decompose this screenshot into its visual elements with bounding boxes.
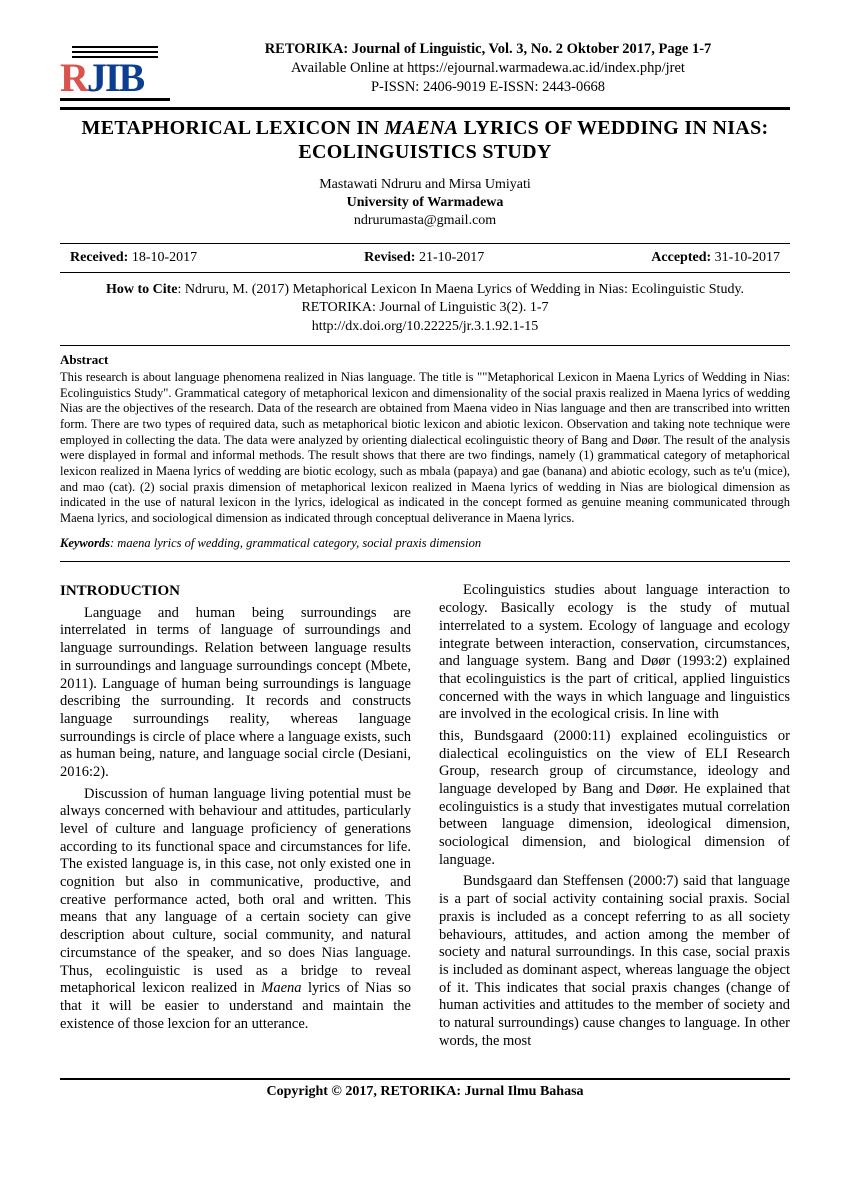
divider: [60, 243, 790, 244]
intro-heading: INTRODUCTION: [60, 582, 411, 600]
dates-row: Received: 18-10-2017 Revised: 21-10-2017…: [70, 250, 780, 266]
logo-r: R: [60, 55, 87, 100]
doi-link: http://dx.doi.org/10.22225/jr.3.1.92.1-1…: [80, 318, 770, 337]
paragraph: Discussion of human language living pote…: [60, 786, 411, 1034]
right-column: Ecolinguistics studies about language in…: [439, 582, 790, 1054]
author-affiliation: University of Warmadewa: [60, 194, 790, 212]
body-columns: INTRODUCTION Language and human being su…: [60, 582, 790, 1054]
revised: Revised: 21-10-2017: [364, 250, 484, 266]
footer-text: Copyright © 2017, RETORIKA: Jurnal Ilmu …: [60, 1084, 790, 1100]
left-column: INTRODUCTION Language and human being su…: [60, 582, 411, 1054]
keywords-label: Keywords: [60, 536, 110, 550]
author-email: ndrurumasta@gmail.com: [60, 212, 790, 230]
header-info: RETORIKA: Journal of Linguistic, Vol. 3,…: [186, 40, 790, 97]
article-title: METAPHORICAL LEXICON IN MAENA LYRICS OF …: [60, 116, 790, 164]
abstract-block: Abstract This research is about language…: [60, 345, 790, 562]
abstract-text: This research is about language phenomen…: [60, 370, 790, 526]
header-rule: [60, 107, 790, 110]
paragraph: this, Bundsgaard (2000:11) explained eco…: [439, 728, 790, 870]
logo-text: RJIB: [60, 60, 170, 96]
divider: [60, 272, 790, 273]
journal-line-3: P-ISSN: 2406-9019 E-ISSN: 2443-0668: [186, 78, 790, 97]
footer-rule: [60, 1078, 790, 1080]
page-header: RJIB RETORIKA: Journal of Linguistic, Vo…: [60, 40, 790, 101]
author-names: Mastawati Ndruru and Mirsa Umiyati: [60, 176, 790, 194]
logo-top-decor: [72, 46, 158, 58]
abstract-heading: Abstract: [60, 352, 790, 368]
journal-logo: RJIB: [60, 40, 170, 101]
paragraph: Ecolinguistics studies about language in…: [439, 582, 790, 724]
how-to-cite: How to Cite: Ndruru, M. (2017) Metaphori…: [80, 281, 770, 338]
accepted: Accepted: 31-10-2017: [651, 250, 780, 266]
paragraph: Language and human being surroundings ar…: [60, 605, 411, 782]
journal-line-2: Available Online at https://ejournal.war…: [186, 59, 790, 78]
received: Received: 18-10-2017: [70, 250, 197, 266]
keywords: Keywords: maena lyrics of wedding, gramm…: [60, 536, 790, 551]
paragraph: Bundsgaard dan Steffensen (2000:7) said …: [439, 873, 790, 1050]
keywords-text: : maena lyrics of wedding, grammatical c…: [110, 536, 481, 550]
authors-block: Mastawati Ndruru and Mirsa Umiyati Unive…: [60, 176, 790, 231]
journal-line-1: RETORIKA: Journal of Linguistic, Vol. 3,…: [186, 40, 790, 59]
logo-jib: JIB: [87, 55, 143, 100]
